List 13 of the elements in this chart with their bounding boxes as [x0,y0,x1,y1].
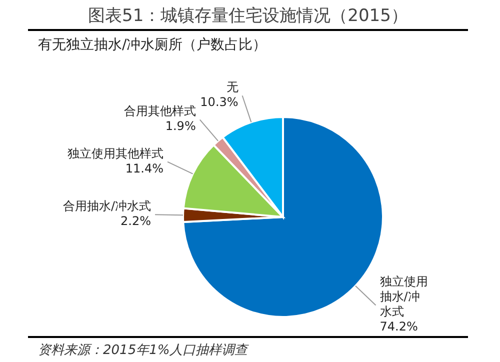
slice-label: 独立使用其他样式 [68,146,164,161]
chart-title: 图表51：城镇存量住宅设施情况（2015） [28,4,468,31]
slice-label: 无 [226,80,238,94]
slice-label: 独立使用抽水/冲水式 [380,274,428,319]
text: 资料来源：2015年1%人口抽样调查 [38,342,248,359]
slice-label: 合用其他样式 [124,104,196,118]
data-label: 11.4% [125,162,164,176]
data-label: 1.9% [165,119,196,134]
data-label: 10.3% [200,95,238,110]
slice-label: 合用抽水/冲水式 [62,199,152,214]
data-label: 74.2% [380,320,418,334]
data-label: 2.2% [120,214,152,228]
chart-subtitle: 有无独立抽水/冲水厕所（户数占比） [38,36,267,54]
